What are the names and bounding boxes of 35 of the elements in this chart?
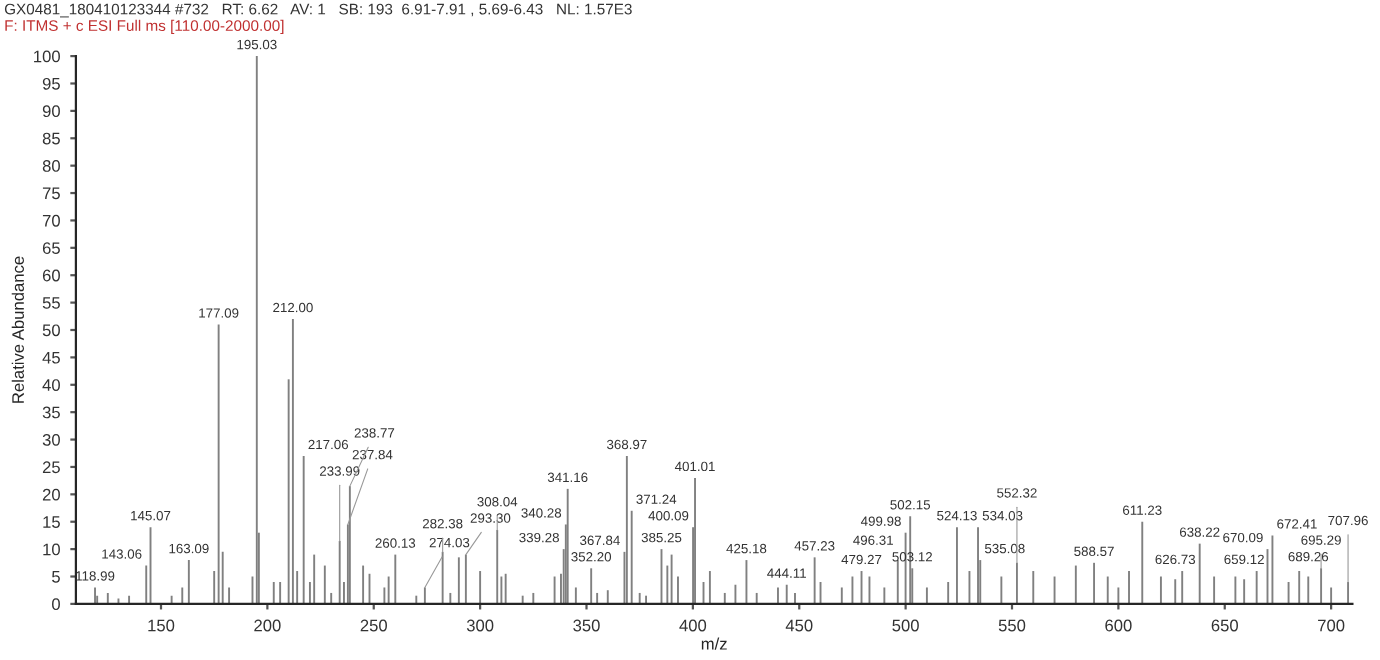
- y-tick-label: 60: [42, 269, 60, 282]
- y-tick-label: 5: [52, 571, 60, 583]
- x-tick-label: 400: [679, 619, 707, 632]
- y-tick-label: 100: [34, 50, 60, 63]
- x-tick-label: 250: [360, 619, 387, 632]
- y-tick-label: 15: [43, 516, 60, 528]
- y-tick-label: 70: [42, 214, 60, 227]
- y-tick-label: 75: [42, 187, 60, 200]
- y-tick-label: 10: [43, 543, 60, 556]
- y-tick-label: 55: [42, 297, 60, 309]
- y-tick-label: 20: [42, 488, 60, 501]
- y-tick-label: 30: [42, 433, 60, 446]
- y-axis-title: Relative Abundance: [11, 256, 24, 403]
- y-tick-label: 80: [42, 160, 60, 172]
- y-tick-label: 95: [42, 77, 60, 90]
- x-tick-label: 650: [1211, 619, 1238, 632]
- y-tick-label: 35: [42, 406, 60, 419]
- y-tick-label: 40: [42, 379, 60, 391]
- x-tick-label: 200: [254, 619, 281, 632]
- x-tick-label: 300: [466, 619, 494, 632]
- x-tick-label: 150: [148, 619, 175, 632]
- y-tick-label: 25: [42, 461, 60, 474]
- x-tick-label: 450: [785, 619, 813, 632]
- y-tick-label: 65: [42, 242, 60, 255]
- y-tick-label: 90: [42, 105, 60, 118]
- y-tick-label: 85: [42, 132, 60, 145]
- x-axis-title: m/z: [701, 637, 727, 650]
- y-tick-label: 45: [42, 351, 60, 364]
- x-tick-label: 350: [573, 619, 600, 632]
- y-tick-label: 50: [42, 324, 60, 337]
- x-tick-label: 500: [892, 619, 919, 632]
- x-tick-label: 600: [1105, 619, 1132, 632]
- y-tick-label: 0: [52, 598, 60, 611]
- x-tick-label: 700: [1318, 619, 1345, 632]
- x-tick-label: 550: [998, 619, 1026, 632]
